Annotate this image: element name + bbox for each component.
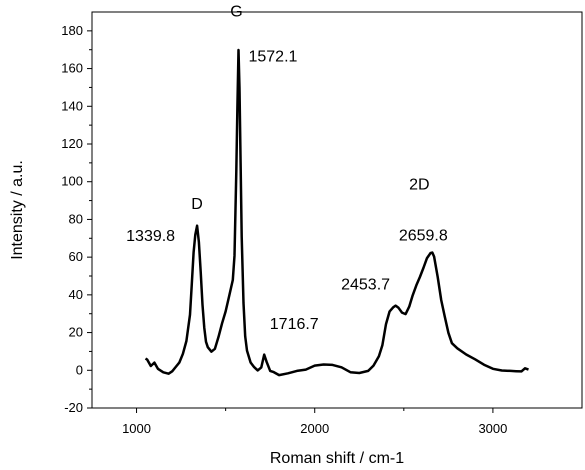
y-tick-label: 100 — [61, 174, 83, 189]
y-tick-label: 120 — [61, 136, 83, 151]
peak-label: 2659.8 — [399, 227, 448, 244]
y-tick-label: 140 — [61, 98, 83, 113]
y-tick-label: 160 — [61, 61, 83, 76]
y-tick-label: -20 — [64, 400, 83, 415]
x-axis-title: Roman shift / cm-1 — [270, 450, 404, 467]
x-tick-label: 1000 — [122, 421, 151, 436]
y-tick-label: 20 — [69, 325, 83, 340]
x-tick-label: 2000 — [300, 421, 329, 436]
peak-label: 2453.7 — [341, 276, 390, 293]
x-tick-label: 3000 — [478, 421, 507, 436]
axis-ticks — [87, 30, 494, 413]
y-tick-label: 180 — [61, 23, 83, 38]
y-axis-title: Intensity / a.u. — [9, 160, 26, 260]
axis-tick-labels: -20 0 20 40 60 80 100 120 140 160 180 1000 2000 3000 — [61, 23, 507, 436]
plot-area — [91, 11, 583, 409]
peak-annotations: 1572.1 G 1339.8 D 1716.7 2453.7 2D 2659.8 — [126, 4, 448, 333]
peak-label: 1572.1 — [248, 49, 297, 66]
y-tick-label: 40 — [69, 287, 83, 302]
y-tick-label: 60 — [69, 249, 83, 264]
y-tick-label: 0 — [76, 362, 83, 377]
peak-label: G — [230, 4, 242, 21]
peak-label: 1716.7 — [270, 316, 319, 333]
peak-label: D — [191, 196, 203, 213]
spectrum-line — [144, 48, 529, 377]
y-tick-label: 80 — [69, 211, 83, 226]
plot-frame — [91, 11, 583, 409]
peak-label: 1339.8 — [126, 228, 175, 245]
peak-label: 2D — [409, 176, 429, 193]
